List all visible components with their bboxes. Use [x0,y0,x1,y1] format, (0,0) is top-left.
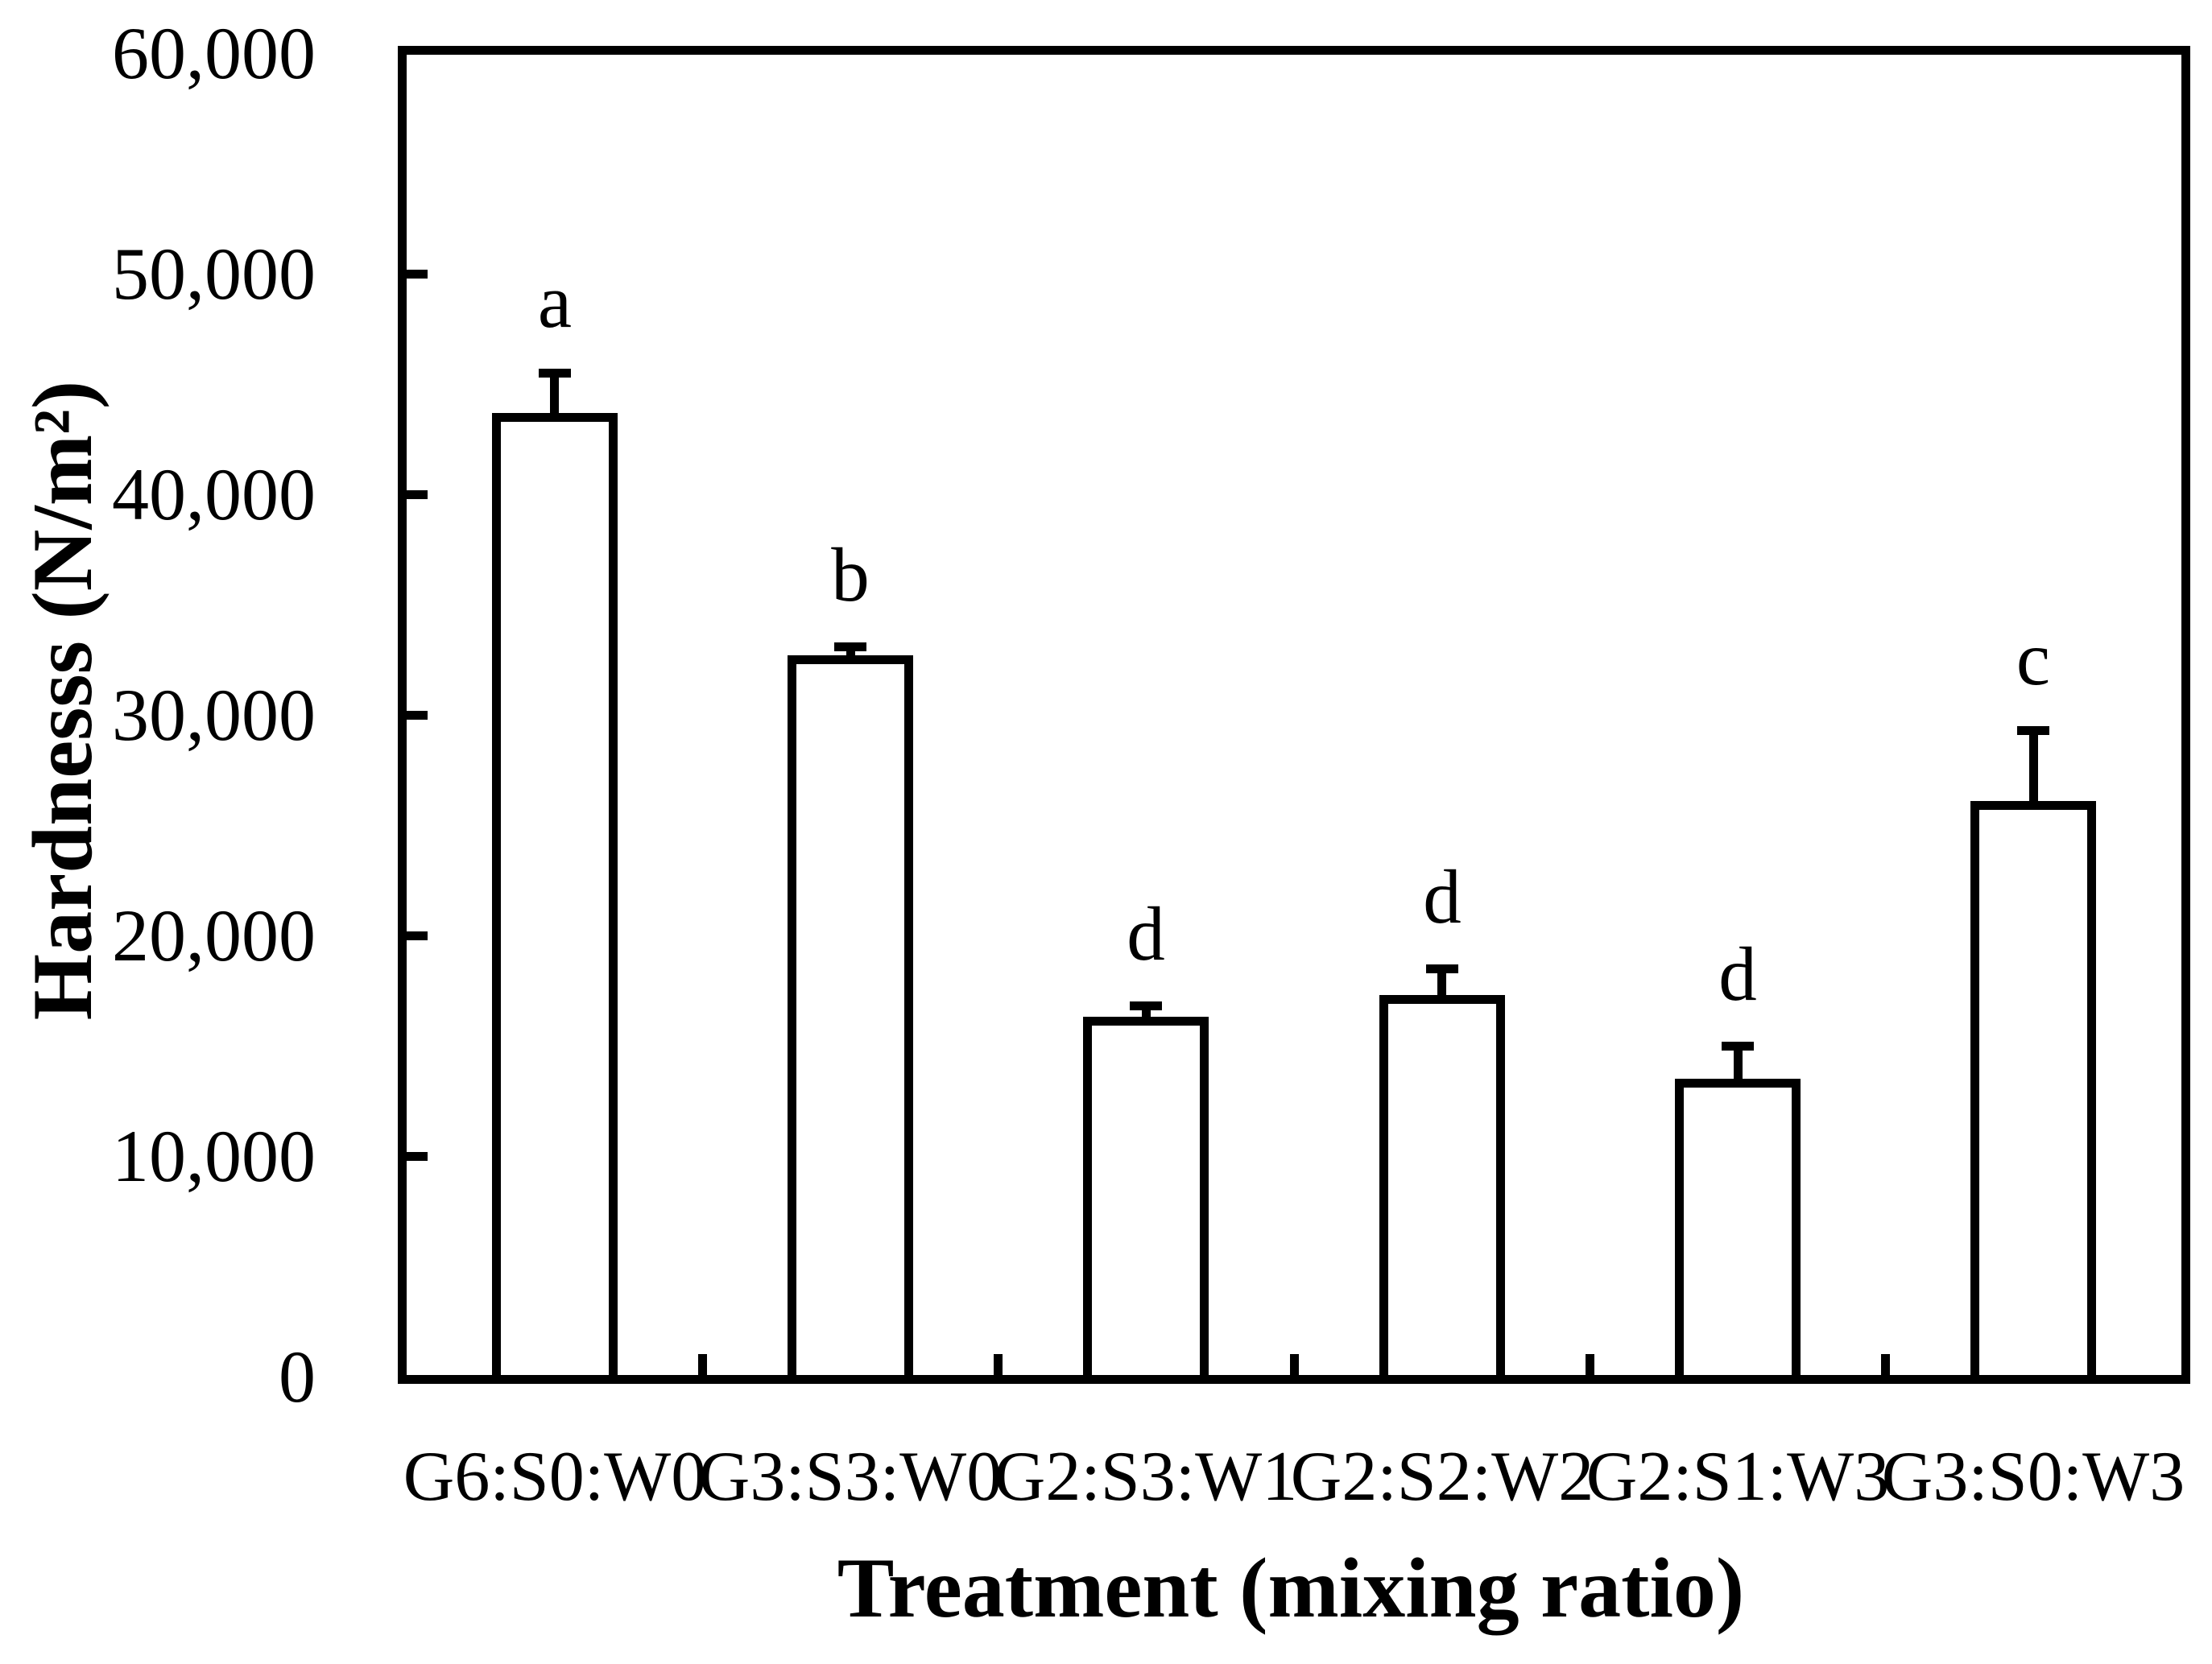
x-tick-label: G2:S3:W1 [994,1438,1298,1516]
y-axis-tick [407,931,428,940]
x-tick-label: G3:S0:W3 [1881,1438,2185,1516]
error-bar-stem [2029,726,2038,804]
y-axis-tick [407,490,428,499]
bar [492,413,618,1375]
error-bar-cap [1130,1001,1162,1010]
y-tick-label: 60,000 [112,12,316,94]
error-bar-cap [2017,726,2049,735]
y-tick-label: 30,000 [112,674,316,756]
error-bar-stem [1142,1001,1151,1020]
x-axis-tick [1290,1354,1299,1375]
y-axis-tick [407,711,428,720]
error-bar-cap [1722,1042,1754,1051]
significance-letter: c [2016,616,2051,701]
x-axis-tick [1586,1354,1594,1375]
y-tick-label: 40,000 [112,453,316,535]
bar [788,655,913,1375]
error-bar-cap [1426,964,1458,973]
error-bar-stem [1437,964,1446,998]
x-tick-label: G3:S3:W0 [698,1438,1003,1516]
x-axis-tick [1881,1354,1890,1375]
y-tick-label: 50,000 [112,233,316,315]
bar [1379,995,1505,1375]
significance-letter: b [831,532,870,617]
significance-letter: d [1423,854,1462,939]
bar [1970,801,2096,1375]
y-tick-label: 10,000 [112,1115,316,1197]
plot-area [398,46,2190,1384]
significance-letter: d [1127,891,1165,977]
x-tick-label: G6:S0:W0 [403,1438,707,1516]
bar [1675,1079,1801,1375]
error-bar-stem [1734,1042,1743,1082]
y-tick-label: 20,000 [112,894,316,977]
x-axis-tick [698,1354,707,1375]
error-bar-cap [539,369,571,378]
significance-letter: d [1718,931,1757,1017]
error-bar-stem [550,369,559,416]
error-bar-cap [834,642,866,651]
x-tick-label: G2:S1:W3 [1586,1438,1890,1516]
y-tick-label: 0 [279,1336,316,1418]
x-axis-tick [994,1354,1003,1375]
bar [1083,1017,1209,1375]
x-axis-title: Treatment (mixing ratio) [837,1541,1745,1635]
significance-letter: a [537,258,573,344]
y-axis-tick [407,270,428,279]
y-axis-tick [407,1152,428,1161]
x-tick-label: G2:S2:W2 [1290,1438,1594,1516]
